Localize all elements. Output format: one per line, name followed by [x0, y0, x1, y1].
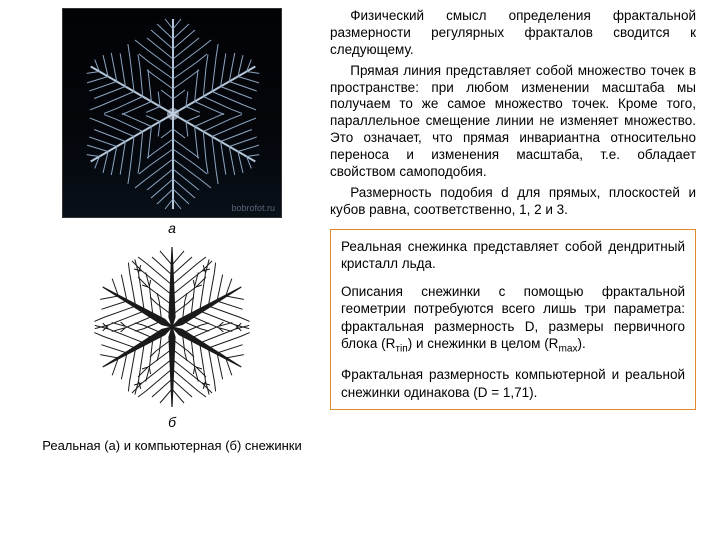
box-paragraph-3: Фрактальная размерность компьютерной и р…: [341, 366, 685, 401]
figure-caption: Реальная (а) и компьютерная (б) снежинки: [42, 438, 302, 453]
box-paragraph-2: Описания снежинки с помощью фрактальной …: [341, 283, 685, 356]
figure-a-label: а: [168, 220, 176, 236]
paragraph-1: Физический смысл определения фрактальной…: [330, 8, 696, 59]
paragraph-3: Размерность подобия d для прямых, плоско…: [330, 185, 696, 219]
highlight-box: Реальная снежинка представляет собой ден…: [330, 229, 696, 411]
figure-a: bobrofot.ru: [62, 8, 282, 218]
paragraph-2: Прямая линия представляет собой множеств…: [330, 63, 696, 181]
figure-b: [77, 242, 267, 412]
box-paragraph-1: Реальная снежинка представляет собой ден…: [341, 238, 685, 273]
watermark: bobrofot.ru: [231, 203, 275, 213]
figure-b-label: б: [168, 414, 176, 430]
